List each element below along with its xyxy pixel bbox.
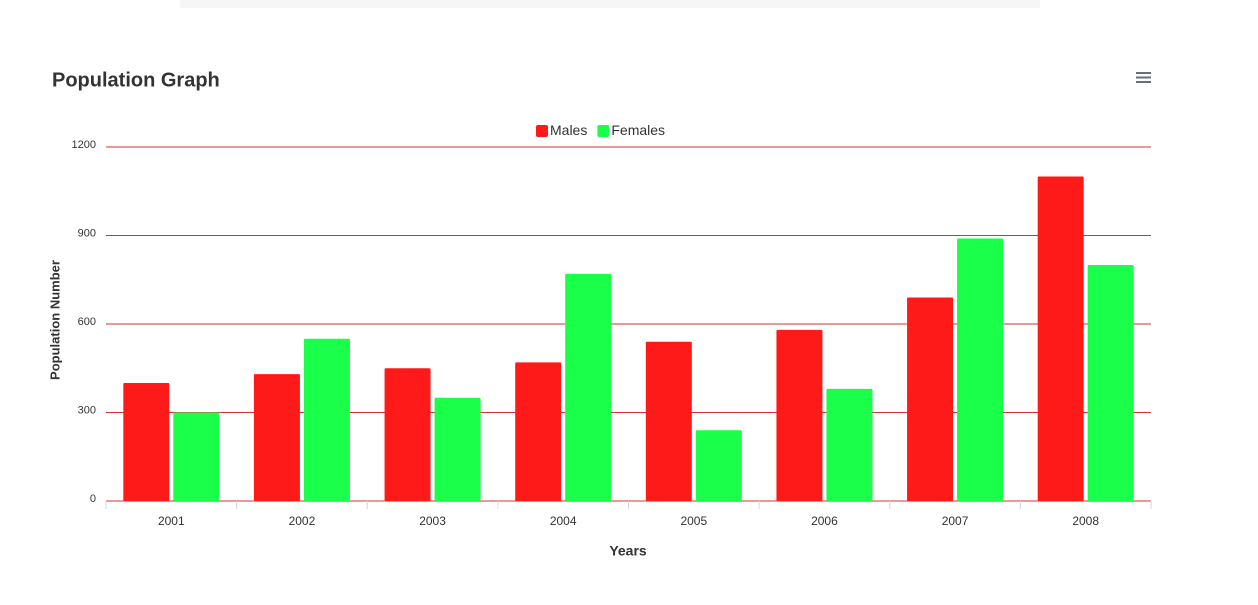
bar <box>384 368 431 501</box>
legend-swatch <box>536 125 548 137</box>
bar <box>1087 265 1134 501</box>
legend-label: Females <box>611 122 665 138</box>
bar <box>957 238 1004 501</box>
bar <box>515 362 562 501</box>
x-tick-label: 2004 <box>550 514 577 528</box>
y-tick-label: 600 <box>78 316 96 328</box>
bar <box>303 338 350 501</box>
bar <box>776 329 823 501</box>
x-tick-label: 2006 <box>811 514 838 528</box>
y-axis-title: Population Number <box>47 260 62 380</box>
legend-label: Males <box>550 122 587 138</box>
x-tick-label: 2007 <box>942 514 969 528</box>
bar <box>645 341 692 501</box>
bar <box>695 430 742 501</box>
x-tick-label: 2001 <box>158 514 185 528</box>
y-tick-label: 0 <box>90 493 96 505</box>
x-tick-label: 2002 <box>289 514 316 528</box>
y-tick-label: 300 <box>78 404 96 416</box>
x-tick-label: 2003 <box>419 514 446 528</box>
x-axis-title: Years <box>609 543 647 559</box>
bar <box>565 273 612 501</box>
y-tick-label: 900 <box>78 227 96 239</box>
bar <box>253 374 300 501</box>
bar <box>826 388 873 501</box>
bar <box>1037 176 1084 501</box>
bar <box>434 397 481 501</box>
chart-title: Population Graph <box>52 69 220 91</box>
y-tick-label: 1200 <box>72 139 96 151</box>
bar <box>173 412 220 501</box>
bar <box>123 383 170 501</box>
menu-icon[interactable] <box>1136 72 1151 83</box>
legend-swatch <box>597 125 610 137</box>
x-tick-label: 2008 <box>1072 514 1099 528</box>
x-tick-label: 2005 <box>680 514 707 528</box>
bar <box>907 297 954 501</box>
top-shadow <box>180 0 1040 8</box>
